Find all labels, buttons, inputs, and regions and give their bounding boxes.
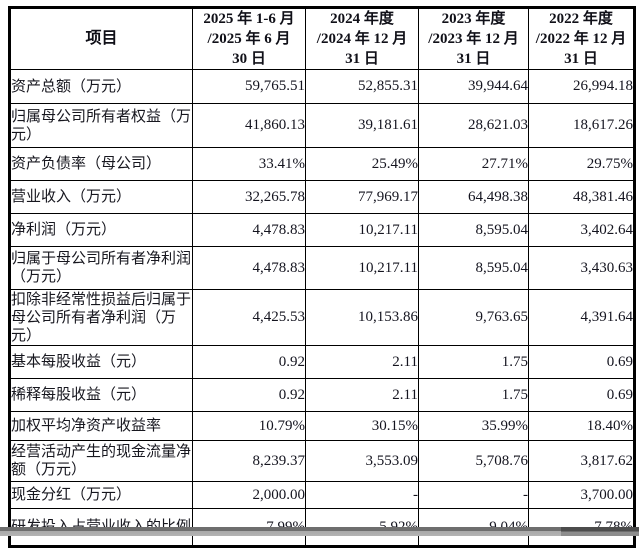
row-label: 营业收入（万元）: [9, 180, 193, 214]
cell-value: 3,817.62: [528, 440, 635, 482]
cell-value: 32,265.78: [192, 180, 306, 214]
table-row-deducted-net-profit: 扣除非经常性损益后归属于母公司所有者净利润（万元） 4,425.53 10,15…: [9, 289, 635, 346]
cell-value: 18.40%: [528, 411, 635, 441]
cell-value: 59,765.51: [192, 69, 306, 104]
table-row-operating-cash-flow: 经营活动产生的现金流量净额（万元） 8,239.37 3,553.09 5,70…: [9, 440, 635, 482]
row-label: 稀释每股收益（元）: [9, 378, 193, 412]
row-label: 资产总额（万元）: [9, 69, 193, 104]
row-label: 资产负债率（母公司）: [9, 147, 193, 181]
column-header-period-2023: 2023 年度 /2023 年 12 月 31 日: [418, 7, 529, 70]
table-row-parent-net-profit: 归属于母公司所有者净利润（万元） 4,478.83 10,217.11 8,59…: [9, 246, 635, 290]
cell-value: 52,855.31: [305, 69, 419, 104]
cell-value: 2.11: [305, 378, 419, 412]
financial-summary-table: 项目 2025 年 1-6 月 /2025 年 6 月 30 日 2024 年度…: [8, 6, 636, 548]
cell-value: 3,700.00: [528, 481, 635, 509]
cell-value: 10.79%: [192, 411, 306, 441]
document-page: 项目 2025 年 1-6 月 /2025 年 6 月 30 日 2024 年度…: [8, 6, 636, 548]
cell-value: 39,944.64: [418, 69, 529, 104]
cell-value: 3,430.63: [528, 246, 635, 290]
row-label: 现金分红（万元）: [9, 481, 193, 509]
row-label: 加权平均净资产收益率: [9, 411, 193, 441]
table-row-basic-eps: 基本每股收益（元） 0.92 2.11 1.75 0.69: [9, 345, 635, 379]
row-label: 归属母公司所有者权益（万元）: [9, 103, 193, 148]
cell-value: 5,708.76: [418, 440, 529, 482]
cell-value: 35.99%: [418, 411, 529, 441]
cell-value: 18,617.26: [528, 103, 635, 148]
cell-value: 77,969.17: [305, 180, 419, 214]
cell-value: 10,153.86: [305, 289, 419, 346]
cell-value: 4,391.64: [528, 289, 635, 346]
row-label: 基本每股收益（元）: [9, 345, 193, 379]
cell-value: 64,498.38: [418, 180, 529, 214]
cell-value: 1.75: [418, 345, 529, 379]
cell-value: 1.75: [418, 378, 529, 412]
column-header-period-2024: 2024 年度 /2024 年 12 月 31 日: [305, 7, 419, 70]
row-label: 扣除非经常性损益后归属于母公司所有者净利润（万元）: [9, 289, 193, 346]
cell-value: 28,621.03: [418, 103, 529, 148]
cell-value: 26,994.18: [528, 69, 635, 104]
cell-value: 3,553.09: [305, 440, 419, 482]
table-row-revenue: 营业收入（万元） 32,265.78 77,969.17 64,498.38 4…: [9, 180, 635, 214]
cell-value: 48,381.46: [528, 180, 635, 214]
cell-value: 4,478.83: [192, 213, 306, 247]
cell-value: 0.92: [192, 378, 306, 412]
table-row-debt-ratio: 资产负债率（母公司） 33.41% 25.49% 27.71% 29.75%: [9, 147, 635, 181]
row-label: 经营活动产生的现金流量净额（万元）: [9, 440, 193, 482]
cell-value: 4,425.53: [192, 289, 306, 346]
table-row-weighted-roe: 加权平均净资产收益率 10.79% 30.15% 35.99% 18.40%: [9, 411, 635, 441]
cell-value: 39,181.61: [305, 103, 419, 148]
cell-value: 30.15%: [305, 411, 419, 441]
table-row-cash-dividend: 现金分红（万元） 2,000.00 - - 3,700.00: [9, 481, 635, 509]
table-row-total-assets: 资产总额（万元） 59,765.51 52,855.31 39,944.64 2…: [9, 69, 635, 104]
window-bottom-edge-dark-segment: [561, 527, 639, 536]
header-row: 项目 2025 年 1-6 月 /2025 年 6 月 30 日 2024 年度…: [9, 7, 635, 70]
cell-value: 0.92: [192, 345, 306, 379]
row-label: 净利润（万元）: [9, 213, 193, 247]
column-header-period-2022: 2022 年度 /2022 年 12 月 31 日: [528, 7, 635, 70]
table-row-diluted-eps: 稀释每股收益（元） 0.92 2.11 1.75 0.69: [9, 378, 635, 412]
table-row-parent-equity: 归属母公司所有者权益（万元） 41,860.13 39,181.61 28,62…: [9, 103, 635, 148]
cell-value: 10,217.11: [305, 246, 419, 290]
table-row-net-profit: 净利润（万元） 4,478.83 10,217.11 8,595.04 3,40…: [9, 213, 635, 247]
cell-value: 29.75%: [528, 147, 635, 181]
cell-value: 10,217.11: [305, 213, 419, 247]
cell-value: 9,763.65: [418, 289, 529, 346]
cell-value: 2,000.00: [192, 481, 306, 509]
table-header: 项目 2025 年 1-6 月 /2025 年 6 月 30 日 2024 年度…: [9, 7, 635, 70]
row-label: 归属于母公司所有者净利润（万元）: [9, 246, 193, 290]
window-bottom-edge: [0, 527, 639, 536]
cell-value: 33.41%: [192, 147, 306, 181]
cell-value: 27.71%: [418, 147, 529, 181]
cell-value: 8,595.04: [418, 246, 529, 290]
cell-value: 4,478.83: [192, 246, 306, 290]
column-header-period-2025: 2025 年 1-6 月 /2025 年 6 月 30 日: [192, 7, 306, 70]
cell-value: 8,595.04: [418, 213, 529, 247]
cell-value: 0.69: [528, 345, 635, 379]
cell-value: 8,239.37: [192, 440, 306, 482]
cell-value: -: [305, 481, 419, 509]
column-header-item: 项目: [9, 7, 193, 70]
cell-value: 0.69: [528, 378, 635, 412]
cell-value: -: [418, 481, 529, 509]
table-body: 资产总额（万元） 59,765.51 52,855.31 39,944.64 2…: [9, 69, 635, 547]
cell-value: 2.11: [305, 345, 419, 379]
cell-value: 3,402.64: [528, 213, 635, 247]
cell-value: 41,860.13: [192, 103, 306, 148]
cell-value: 25.49%: [305, 147, 419, 181]
